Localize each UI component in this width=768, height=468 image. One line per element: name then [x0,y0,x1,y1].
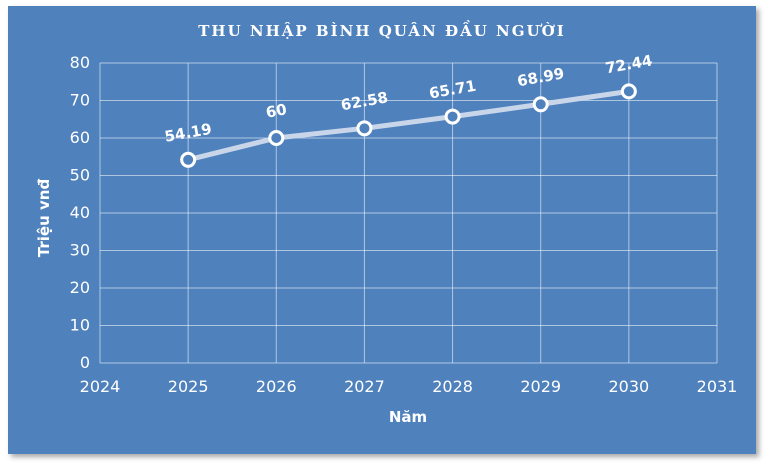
data-label: 60 [264,100,288,121]
x-axis-title: Năm [389,408,427,426]
data-point [268,130,285,146]
y-tick-label: 40 [70,203,90,222]
data-point [620,83,637,100]
y-tick-label: 50 [70,166,90,185]
data-label: 72.44 [604,51,654,77]
data-point [532,96,549,113]
x-tick-label: 2028 [432,377,473,396]
x-tick-label: 2025 [168,377,209,396]
series-income [180,83,637,168]
y-tick-label: 0 [80,353,90,372]
data-point [444,108,461,125]
data-point [356,120,373,137]
x-tick-label: 2026 [256,377,297,396]
y-tick-label: 60 [70,128,90,147]
data-label: 54.19 [163,120,213,146]
x-tick-label: 2024 [80,377,121,396]
chart-title: THU NHẬP BÌNH QUÂN ĐẦU NGƯỜI [198,20,565,40]
data-point [180,151,197,168]
data-label: 65.71 [428,77,478,103]
y-tick-label: 20 [70,278,90,297]
y-tick-label: 80 [70,53,90,72]
y-tick-label: 10 [70,316,90,335]
chart-area: 0 10 20 30 40 50 60 70 80 2024 2025 2026 2027 2028 202… [8,6,756,454]
y-axis-title: Triệu vnđ [35,179,53,258]
x-tick-label: 2027 [344,377,385,396]
data-label: 68.99 [516,64,566,90]
y-tick-label: 70 [70,91,90,110]
data-label: 62.58 [339,88,389,114]
x-tick-label: 2030 [608,377,649,396]
series-line [185,88,632,163]
x-tick-label: 2029 [520,377,561,396]
gridlines [99,62,718,364]
y-tick-label: 30 [70,241,90,260]
x-tick-label: 2031 [697,377,738,396]
